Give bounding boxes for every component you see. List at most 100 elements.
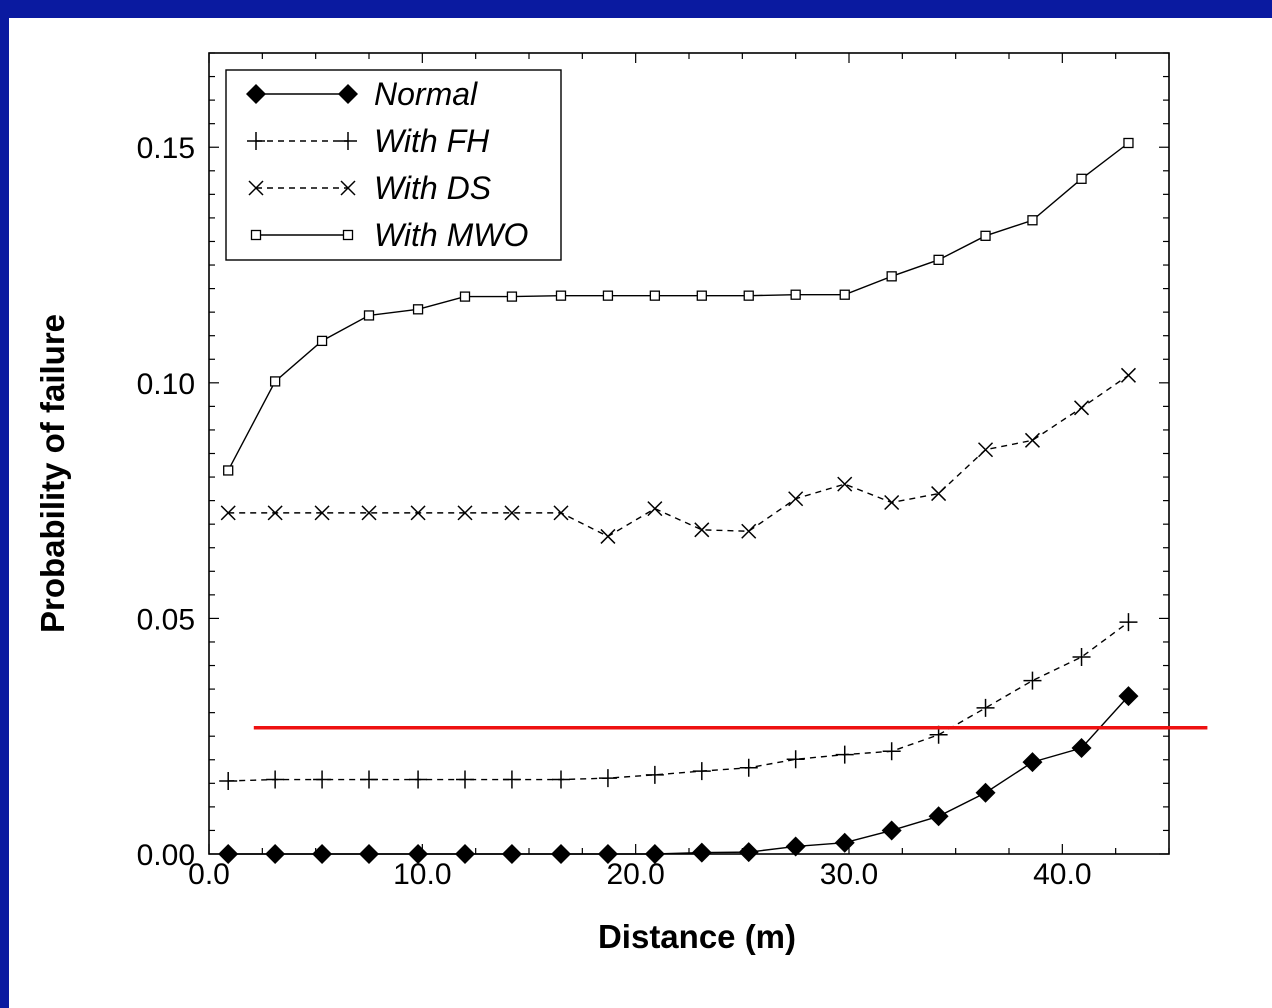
y-tick-label: 0.00 xyxy=(137,839,195,872)
series-line-with-mwo xyxy=(227,142,1129,471)
data-point-normal xyxy=(834,832,855,853)
data-point-with-fh xyxy=(313,770,332,789)
data-point-with-mwo xyxy=(363,310,375,321)
legend-label-with-ds: With DS xyxy=(374,170,491,206)
data-point-normal xyxy=(312,844,333,864)
data-point-with-ds xyxy=(220,505,236,521)
series-line-with-fh xyxy=(228,621,1129,782)
y-axis-title: Probability of failure xyxy=(34,314,71,633)
data-point-with-ds xyxy=(978,442,994,458)
data-point-with-mwo xyxy=(506,291,518,302)
data-point-with-mwo xyxy=(980,230,991,241)
data-point-with-fh xyxy=(456,770,474,789)
legend-label-normal: Normal xyxy=(374,76,478,112)
legend-marker-normal xyxy=(338,84,358,104)
data-point-with-ds xyxy=(361,505,377,521)
legend-label-with-mwo: With MWO xyxy=(374,217,528,253)
data-point-with-mwo xyxy=(886,271,897,282)
data-point-normal xyxy=(218,844,239,864)
data-point-with-fh xyxy=(1072,648,1091,667)
data-point-with-fh xyxy=(1119,613,1138,632)
data-point-normal xyxy=(1022,752,1043,773)
x-axis-title: Distance (m) xyxy=(598,918,796,955)
data-point-with-fh xyxy=(739,758,758,777)
data-point-with-ds xyxy=(553,505,569,521)
data-point-normal xyxy=(881,820,902,841)
x-tick-label: 40.0 xyxy=(1033,858,1091,891)
data-point-normal xyxy=(265,844,286,864)
data-point-normal xyxy=(455,844,475,864)
data-point-with-fh xyxy=(882,742,901,761)
slide-canvas: 0.0 10.0 20.0 30.0 40.0 0.00 0.05 0.10 0.15 Dista… xyxy=(9,18,1272,1008)
probability-of-failure-chart: 0.0 10.0 20.0 30.0 40.0 0.00 0.05 0.10 0.15 Dista… xyxy=(34,52,1208,955)
data-point-with-fh xyxy=(1023,671,1042,690)
data-point-with-ds xyxy=(884,494,900,511)
data-point-normal xyxy=(501,844,522,864)
data-point-with-mwo xyxy=(839,289,850,300)
data-point-with-fh xyxy=(645,765,664,784)
data-point-with-ds xyxy=(267,505,283,521)
data-point-with-mwo xyxy=(1027,215,1038,226)
data-point-normal xyxy=(1118,686,1139,707)
data-point-with-fh xyxy=(502,770,521,789)
data-point-with-mwo xyxy=(790,289,801,300)
data-point-normal xyxy=(359,844,379,864)
legend-marker-with-fh xyxy=(247,132,265,150)
series-line-with-ds xyxy=(228,374,1129,538)
data-point-with-mwo xyxy=(1123,137,1134,149)
data-point-with-fh xyxy=(219,771,238,790)
x-tick-label: 0.0 xyxy=(188,858,230,891)
data-point-with-ds xyxy=(647,501,663,517)
legend-marker-with-ds xyxy=(340,180,356,196)
data-point-with-mwo xyxy=(696,290,707,301)
data-point-with-mwo xyxy=(649,290,661,301)
legend-marker-with-fh xyxy=(339,132,357,150)
data-point-with-fh xyxy=(409,770,428,789)
data-point-with-fh xyxy=(598,769,617,788)
data-point-with-fh xyxy=(692,762,711,781)
data-point-with-mwo xyxy=(412,304,424,315)
data-point-with-fh xyxy=(976,698,995,717)
legend-box xyxy=(225,69,562,261)
data-point-with-ds xyxy=(314,505,330,521)
data-point-with-ds xyxy=(1073,400,1090,416)
data-point-normal xyxy=(928,806,949,827)
data-point-with-ds xyxy=(1024,432,1041,448)
data-point-with-fh xyxy=(266,770,285,789)
x-tick-label: 30.0 xyxy=(820,858,878,891)
data-point-with-mwo xyxy=(555,290,567,301)
data-point-normal xyxy=(597,844,618,864)
data-point-with-ds xyxy=(600,528,616,544)
data-point-normal xyxy=(551,844,571,864)
data-point-with-ds xyxy=(504,505,520,521)
data-point-normal xyxy=(738,842,759,863)
y-tick-label: 0.15 xyxy=(137,132,195,165)
legend-marker-with-mwo xyxy=(342,229,354,241)
data-point-with-mwo xyxy=(269,376,281,387)
data-point-normal xyxy=(975,782,996,803)
data-point-normal xyxy=(691,842,712,863)
data-point-with-ds xyxy=(837,476,853,492)
legend-label-with-fh: With FH xyxy=(374,123,490,159)
data-point-with-ds xyxy=(741,523,757,539)
legend-marker-with-ds xyxy=(248,180,264,196)
x-tick-label: 10.0 xyxy=(393,858,451,891)
data-point-with-ds xyxy=(410,505,426,521)
data-point-with-fh xyxy=(786,750,805,769)
data-point-normal xyxy=(408,844,429,864)
data-point-with-fh xyxy=(360,770,378,789)
data-point-with-mwo xyxy=(743,290,754,301)
y-tick-label: 0.05 xyxy=(137,603,195,636)
data-point-with-mwo xyxy=(1076,173,1087,184)
y-tick-label: 0.10 xyxy=(137,368,195,401)
data-point-with-ds xyxy=(931,486,947,502)
data-point-with-mwo xyxy=(316,335,328,347)
data-point-normal xyxy=(644,844,665,864)
x-tick-label: 20.0 xyxy=(606,858,664,891)
data-point-with-mwo xyxy=(933,254,944,265)
data-point-with-mwo xyxy=(602,290,614,301)
data-point-with-ds xyxy=(457,505,473,521)
data-point-with-mwo xyxy=(223,465,234,476)
data-point-with-ds xyxy=(788,491,804,507)
series-line-normal xyxy=(228,695,1129,855)
